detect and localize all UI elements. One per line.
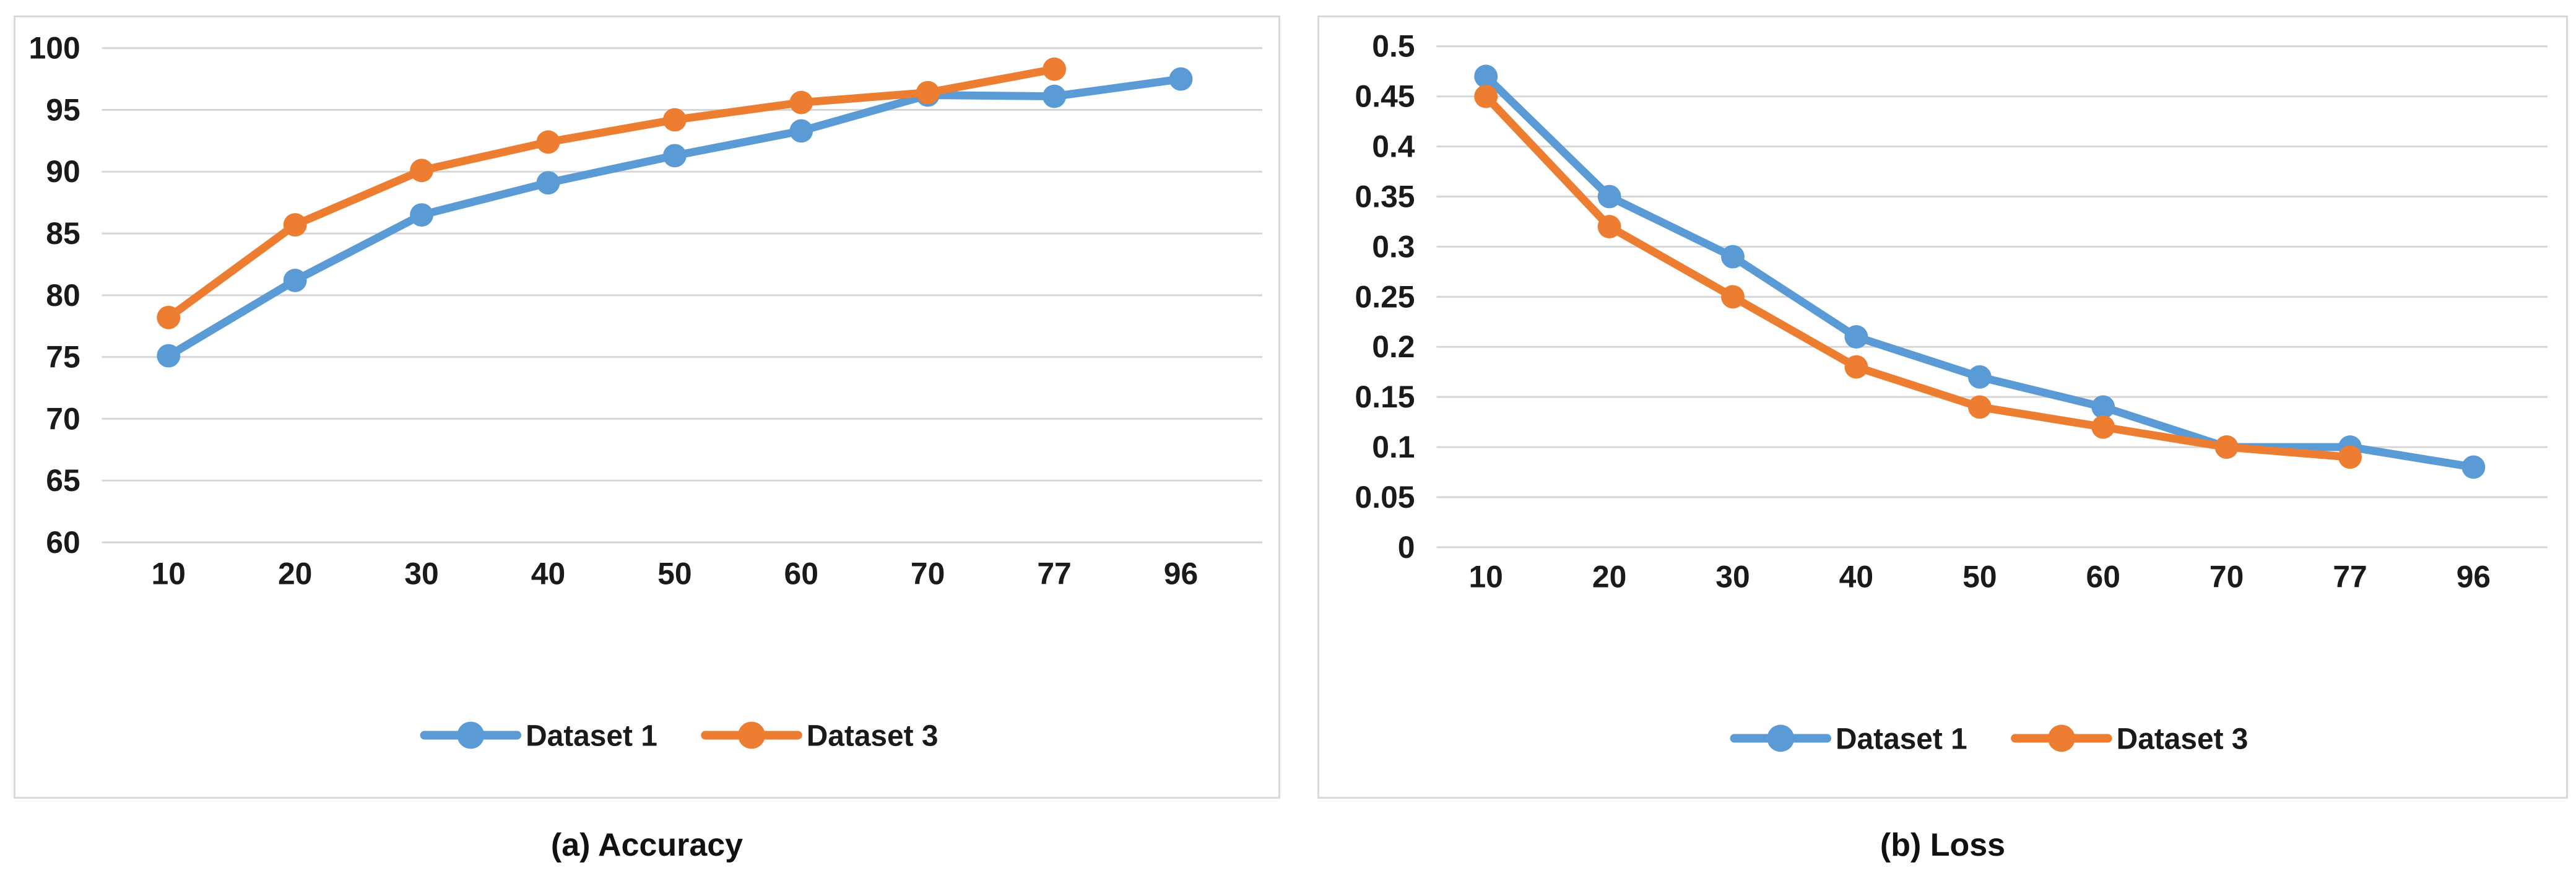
x-tick-label: 30 — [404, 557, 438, 591]
series-marker-dataset-3 — [916, 80, 940, 105]
x-tick-label: 60 — [2086, 560, 2120, 594]
x-tick-label: 60 — [784, 557, 818, 591]
series-marker-dataset-3 — [1844, 355, 1868, 379]
y-tick-label: 75 — [46, 340, 80, 375]
series-marker-dataset-3 — [1597, 215, 1621, 238]
series-marker-dataset-3 — [157, 305, 181, 329]
series-marker-dataset-1 — [1721, 245, 1745, 269]
series-marker-dataset-3 — [1043, 57, 1067, 81]
x-tick-label: 70 — [911, 557, 945, 591]
legend-label-dataset-1: Dataset 1 — [526, 719, 657, 752]
y-tick-label: 65 — [46, 463, 80, 498]
y-tick-label: 90 — [46, 154, 80, 189]
x-tick-label: 10 — [1468, 560, 1503, 594]
series-marker-dataset-1 — [1043, 84, 1067, 108]
accuracy-chart-panel: 60 65 70 75 80 85 90 95 100 10 20 30 40 50 60 70 77 96 Dat… — [14, 15, 1280, 799]
y-tick-label: 0.2 — [1372, 329, 1415, 364]
series-marker-dataset-1 — [1169, 67, 1193, 91]
series-marker-dataset-3 — [789, 90, 813, 115]
series-marker-dataset-1 — [2461, 455, 2486, 479]
x-tick-label: 40 — [531, 557, 565, 591]
x-tick-label: 40 — [1839, 560, 1873, 594]
series-marker-dataset-1 — [157, 344, 181, 368]
series-marker-dataset-1 — [410, 203, 434, 227]
series-marker-dataset-1 — [1597, 185, 1621, 209]
x-tick-label: 30 — [1715, 560, 1750, 594]
y-tick-label: 85 — [46, 216, 80, 251]
legend-marker-dataset-1 — [1767, 724, 1795, 752]
loss-chart-panel: 0 0.05 0.1 0.15 0.2 0.25 0.3 0.35 0.4 0.45 0.5 10 20… — [1317, 15, 2568, 799]
x-tick-label: 77 — [2333, 560, 2367, 594]
series-marker-dataset-1 — [1474, 64, 1498, 89]
y-tick-label: 0 — [1398, 530, 1415, 565]
x-tick-label: 96 — [2457, 560, 2491, 594]
series-marker-dataset-3 — [1967, 395, 1992, 419]
series-marker-dataset-3 — [283, 213, 307, 237]
y-tick-label: 0.5 — [1372, 29, 1415, 64]
series-marker-dataset-1 — [2091, 395, 2115, 419]
x-tick-label: 20 — [278, 557, 312, 591]
x-tick-label: 20 — [1592, 560, 1626, 594]
legend-marker-dataset-3 — [738, 721, 765, 749]
y-tick-label: 0.25 — [1355, 279, 1415, 314]
x-tick-label: 70 — [2210, 560, 2244, 594]
y-tick-label: 60 — [46, 525, 80, 560]
loss-chart: 0 0.05 0.1 0.15 0.2 0.25 0.3 0.35 0.4 0.45 0.5 10 20… — [1355, 29, 2548, 755]
y-tick-label: 0.4 — [1372, 129, 1415, 164]
loss-caption: (b) Loss — [1880, 827, 2006, 863]
series-marker-dataset-3 — [1721, 285, 1745, 309]
y-tick-label: 0.3 — [1372, 229, 1415, 264]
y-tick-label: 95 — [46, 92, 80, 127]
x-tick-label: 96 — [1164, 557, 1198, 591]
accuracy-chart: 60 65 70 75 80 85 90 95 100 10 20 30 40 50 60 70 77 96 Dat… — [29, 31, 1263, 752]
y-tick-label: 0.45 — [1355, 79, 1415, 114]
series-marker-dataset-3 — [2214, 435, 2239, 459]
series-marker-dataset-3 — [2091, 415, 2115, 439]
legend-label-dataset-3: Dataset 3 — [807, 719, 939, 752]
series-line-dataset-3 — [1481, 92, 2354, 461]
series-marker-dataset-3 — [410, 159, 434, 183]
series-line-dataset-3 — [164, 65, 1059, 322]
series-marker-dataset-1 — [662, 144, 687, 168]
series-marker-dataset-1 — [283, 269, 307, 292]
legend-marker-dataset-3 — [2047, 724, 2075, 752]
series-marker-dataset-3 — [2338, 445, 2362, 469]
series-marker-dataset-3 — [536, 130, 560, 154]
accuracy-caption: (a) Accuracy — [550, 827, 744, 863]
x-tick-label: 77 — [1037, 557, 1071, 591]
series-marker-dataset-3 — [1474, 84, 1498, 108]
legend-marker-dataset-1 — [457, 721, 485, 749]
series-marker-dataset-1 — [536, 171, 560, 195]
series-marker-dataset-1 — [789, 119, 813, 143]
y-tick-label: 70 — [46, 401, 80, 436]
y-tick-label: 0.15 — [1355, 380, 1415, 414]
y-tick-label: 0.05 — [1355, 480, 1415, 515]
y-tick-label: 80 — [46, 278, 80, 313]
x-tick-label: 10 — [152, 557, 186, 591]
x-tick-label: 50 — [657, 557, 692, 591]
y-tick-label: 0.1 — [1372, 430, 1415, 464]
legend-label-dataset-3: Dataset 3 — [2117, 723, 2249, 755]
y-tick-label: 100 — [29, 31, 80, 66]
legend-label-dataset-1: Dataset 1 — [1836, 723, 1967, 755]
series-marker-dataset-1 — [1844, 325, 1868, 349]
x-tick-label: 50 — [1962, 560, 1997, 594]
series-marker-dataset-3 — [662, 108, 687, 132]
series-marker-dataset-1 — [1967, 365, 1992, 389]
y-tick-label: 0.35 — [1355, 179, 1415, 214]
